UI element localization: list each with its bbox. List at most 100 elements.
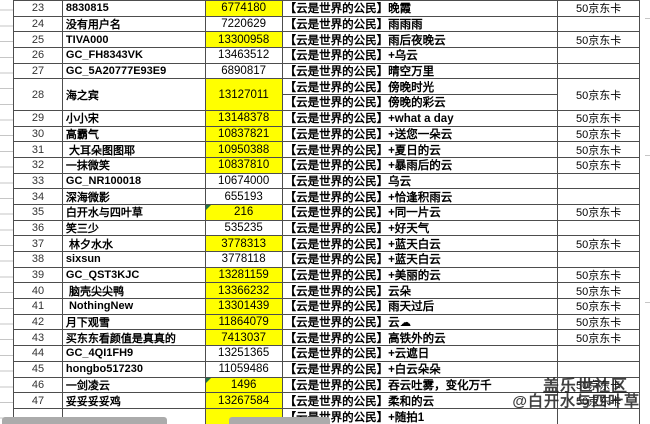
row-number-cell[interactable]: 37 — [14, 236, 63, 252]
username-cell[interactable]: GC_NR100018 — [62, 173, 206, 190]
title-cell[interactable]: 【云是世界的公民】+同一片云 — [282, 204, 559, 221]
title-cell[interactable]: 【云是世界的公民】晚霞 — [282, 1, 559, 17]
row-number-cell[interactable]: 46 — [14, 377, 63, 394]
points-cell[interactable]: 535235 — [205, 220, 283, 237]
username-cell[interactable]: TIVA000 — [62, 32, 206, 49]
username-cell[interactable]: 买东东看颜值是真真的 — [62, 330, 206, 347]
points-cell[interactable]: 13366232 — [205, 283, 283, 300]
title-cell[interactable]: 【云是世界的公民】云朵 — [282, 283, 559, 300]
username-cell[interactable]: 笑三少 — [62, 220, 206, 237]
points-cell[interactable]: 6774180 — [205, 1, 283, 17]
row-number-cell[interactable]: 30 — [14, 126, 63, 143]
title-cell[interactable]: 【云是世界的公民】+恰逢积雨云 — [282, 189, 559, 205]
points-cell[interactable]: 3778313 — [205, 236, 283, 252]
row-number-cell[interactable]: 33 — [14, 173, 63, 190]
username-cell[interactable]: 林夕水水 — [62, 236, 206, 252]
points-cell[interactable]: 10837810 — [205, 157, 283, 174]
row-number-cell[interactable]: 42 — [14, 314, 63, 331]
points-cell[interactable]: 1496 — [205, 377, 283, 394]
row-number-cell[interactable]: 44 — [14, 346, 63, 362]
prize-cell[interactable]: 50京东卡 — [558, 299, 641, 315]
row-number-cell[interactable] — [14, 408, 63, 424]
username-cell[interactable]: 白开水与四叶草 — [62, 204, 206, 221]
prize-cell[interactable]: 50京东卡 — [558, 393, 641, 409]
prize-cell[interactable] — [558, 252, 641, 268]
username-cell[interactable]: 小小宋 — [62, 110, 206, 127]
username-cell[interactable]: GC_QST3KJC — [62, 267, 206, 284]
title-cell[interactable]: 【云是世界的公民】+白云朵朵 — [282, 361, 559, 378]
row-number-cell[interactable]: 23 — [14, 1, 63, 17]
row-number-cell[interactable]: 40 — [14, 283, 63, 300]
title-cell[interactable]: 【云是世界的公民】高铁外的云 — [282, 330, 559, 347]
username-cell[interactable]: 高霸气 — [62, 126, 206, 143]
row-number-cell[interactable]: 31 — [14, 142, 63, 158]
prize-cell[interactable]: 50京东卡 — [558, 126, 641, 143]
title-cell[interactable]: 【云是世界的公民】乌云 — [282, 173, 559, 190]
username-cell[interactable]: 一剑凌云 — [62, 377, 206, 394]
title-subcell[interactable]: 【云是世界的公民】傍晚的彩云 — [284, 97, 446, 110]
title-cell[interactable]: 【云是世界的公民】+美丽的云 — [282, 267, 559, 284]
points-cell[interactable]: 13127011 — [205, 79, 283, 111]
row-number-cell[interactable]: 26 — [14, 48, 63, 64]
username-cell[interactable]: 没有用户名 — [62, 16, 206, 33]
points-cell[interactable]: 13301439 — [205, 299, 283, 315]
username-cell[interactable]: 一抹微笑 — [62, 157, 206, 174]
prize-cell[interactable]: 50京东卡 — [558, 157, 641, 174]
row-number-cell[interactable]: 27 — [14, 63, 63, 80]
title-cell[interactable]: 【云是世界的公民】傍晚时光 【云是世界的公民】傍晚的彩云 — [282, 79, 559, 111]
title-cell[interactable]: 【云是世界的公民】+what a day — [282, 110, 559, 127]
row-number-cell[interactable]: 35 — [14, 204, 63, 221]
points-cell[interactable]: 6890817 — [205, 63, 283, 80]
row-number-cell[interactable]: 28 — [14, 79, 63, 111]
row-number-cell[interactable]: 43 — [14, 330, 63, 347]
prize-cell[interactable] — [558, 361, 641, 378]
points-cell[interactable]: 655193 — [205, 189, 283, 205]
username-cell[interactable] — [63, 408, 206, 424]
prize-cell[interactable]: 50京东卡 — [558, 142, 641, 158]
title-cell[interactable]: 【云是世界的公民】+云遮日 — [282, 346, 559, 362]
username-cell[interactable]: GC_FH8343VK — [62, 48, 206, 64]
row-number-cell[interactable]: 24 — [14, 16, 63, 33]
row-number-cell[interactable]: 25 — [14, 32, 63, 49]
prize-cell[interactable] — [558, 48, 641, 64]
prize-cell[interactable] — [558, 189, 641, 205]
points-cell[interactable]: 11864079 — [205, 314, 283, 331]
points-cell[interactable]: 11059486 — [205, 361, 283, 378]
username-cell[interactable]: 妥妥妥妥鸡 — [62, 393, 206, 409]
points-cell[interactable]: 7413037 — [205, 330, 283, 347]
points-cell[interactable]: 13281159 — [205, 267, 283, 284]
prize-cell[interactable]: 50京东卡 — [558, 330, 641, 347]
username-cell[interactable]: sixsun — [62, 252, 206, 268]
username-cell[interactable]: 8830815 — [62, 1, 206, 17]
points-cell[interactable]: 216 — [205, 204, 283, 221]
title-cell[interactable]: 【云是世界的公民】+蓝天白云 — [282, 236, 559, 252]
username-cell[interactable]: hongbo517230 — [62, 361, 206, 378]
title-cell[interactable]: 【云是世界的公民】雨天过后 — [282, 299, 559, 315]
row-number-cell[interactable]: 41 — [14, 299, 63, 315]
row-number-cell[interactable]: 38 — [14, 252, 63, 268]
prize-cell[interactable]: 50京东卡 — [558, 377, 641, 394]
username-cell[interactable]: 大耳朵图图耶 — [62, 142, 206, 158]
username-cell[interactable]: GC_5A20777E93E9 — [62, 63, 206, 80]
points-cell[interactable]: 13267584 — [205, 393, 283, 409]
title-subcell[interactable]: 【云是世界的公民】傍晚时光 — [282, 79, 558, 96]
username-cell[interactable]: 深海微影 — [62, 189, 206, 205]
title-cell[interactable]: 【云是世界的公民】吞云吐雾，变化万千 — [282, 377, 559, 394]
prize-cell[interactable]: 50京东卡 — [558, 283, 641, 300]
points-cell[interactable]: 3778118 — [205, 252, 283, 268]
points-cell[interactable]: 13148378 — [205, 110, 283, 127]
username-cell[interactable]: 脑壳尖尖鸭 — [62, 283, 206, 300]
points-cell[interactable]: 10837821 — [205, 126, 283, 143]
points-cell[interactable]: 7220629 — [205, 16, 283, 33]
title-cell[interactable]: 【云是世界的公民】+乌云 — [282, 48, 559, 64]
row-number-cell[interactable]: 36 — [14, 220, 63, 237]
prize-cell[interactable]: 50京东卡 — [558, 32, 641, 49]
prize-cell[interactable] — [558, 16, 641, 33]
title-cell[interactable]: 【云是世界的公民】云☁ — [282, 314, 559, 331]
prize-cell[interactable]: 50京东卡 — [558, 314, 641, 331]
title-cell[interactable]: 【云是世界的公民】+送您一朵云 — [282, 126, 559, 143]
title-cell[interactable]: 【云是世界的公民】雨后夜晚云 — [282, 32, 559, 49]
username-cell[interactable]: GC_4QI1FH9 — [62, 346, 206, 362]
points-cell[interactable]: 13463512 — [205, 48, 283, 64]
prize-cell[interactable] — [558, 173, 641, 190]
